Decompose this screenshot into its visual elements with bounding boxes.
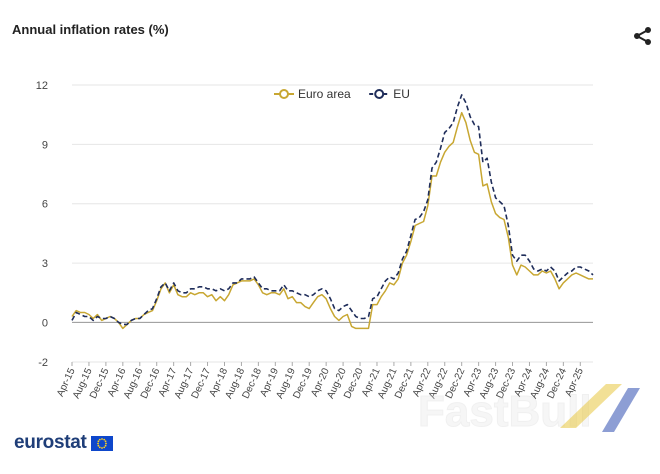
y-tick-label: -2 <box>38 357 48 369</box>
y-tick-label: 6 <box>42 199 48 211</box>
y-axis: -2 0 3 6 9 12 <box>36 80 48 369</box>
y-tick-label: 9 <box>42 139 48 151</box>
series-line-eu[interactable] <box>71 94 594 326</box>
watermark-logo: FastBull <box>418 387 593 437</box>
watermark-mark-blue <box>602 388 640 432</box>
share-icon[interactable] <box>632 25 654 47</box>
y-tick-label: 12 <box>36 80 48 92</box>
gridlines <box>72 84 593 363</box>
y-tick-label: 0 <box>42 317 48 329</box>
x-axis: Apr-15Aug-15Dec-15Apr-16Aug-16Dec-16Apr-… <box>55 321 593 400</box>
plot-area <box>71 94 594 330</box>
legend-swatch-marker <box>374 89 385 99</box>
watermark-text: FastBull <box>418 387 592 436</box>
chart-title: Annual inflation rates (%) <box>12 22 169 37</box>
y-tick-label: 3 <box>42 258 48 270</box>
brand-name: eurostat <box>14 432 87 453</box>
legend-item-eu[interactable]: EU <box>369 87 410 101</box>
legend: Euro area EU <box>274 87 410 101</box>
legend-swatch-marker <box>279 89 289 99</box>
watermark-mark-gold <box>560 384 622 428</box>
series-line-euro-area[interactable] <box>71 111 593 330</box>
legend-label: Euro area <box>298 87 351 101</box>
legend-item-euro-area[interactable]: Euro area <box>274 87 351 101</box>
eurostat-logo: eurostat <box>14 432 113 454</box>
legend-label: EU <box>393 87 410 101</box>
eu-flag-icon <box>90 435 113 451</box>
